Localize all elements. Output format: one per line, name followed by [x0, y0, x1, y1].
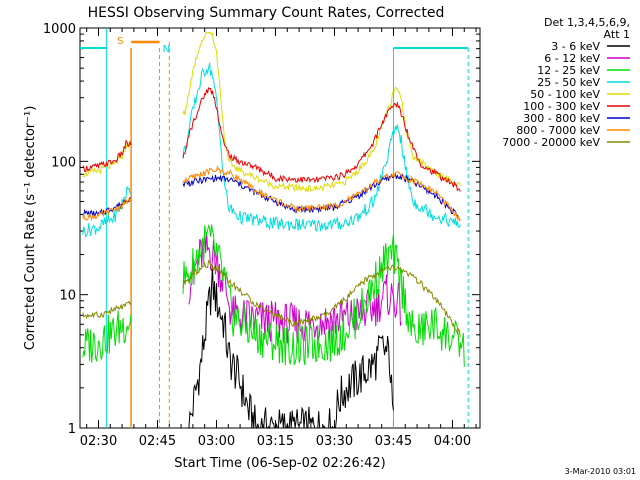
series-line: [82, 86, 461, 192]
legend-entry-label: 3 - 6 keV: [551, 40, 600, 53]
x-tick-label: 03:30: [316, 434, 353, 449]
series-layer: [82, 31, 465, 430]
series-line: [188, 232, 402, 344]
x-tick-label: 04:00: [434, 434, 471, 449]
legend-entry-label: 25 - 50 keV: [537, 76, 600, 89]
x-tick-label: 02:45: [139, 434, 176, 449]
footer-timestamp: 3-Mar-2010 03:01: [565, 467, 636, 476]
x-tick-label: 02:30: [80, 434, 117, 449]
y-tick-label: 1000: [43, 22, 76, 37]
legend-entry-label: 7000 - 20000 keV: [502, 136, 600, 149]
night-label: N: [163, 44, 170, 55]
series-line: [82, 164, 461, 223]
axis-ticks: 02:30 02:45 03:00 03:15 03:30 03:45 04:00 1 10 10…: [43, 22, 480, 449]
plot-frame: [79, 27, 481, 429]
series-line: [82, 62, 461, 238]
legend-entry-label: 6 - 12 keV: [544, 52, 600, 65]
legend-entry-label: 100 - 300 keV: [523, 100, 600, 113]
y-tick-label: 1: [68, 422, 76, 437]
series-line: [82, 224, 465, 367]
series-line: [82, 31, 461, 193]
legend-entry-label: 50 - 100 keV: [530, 88, 600, 101]
y-tick-label: 100: [51, 155, 76, 170]
legend-entry-label: 12 - 25 keV: [537, 64, 600, 77]
saa-label: S: [117, 36, 123, 47]
time-markers: SN: [80, 28, 469, 428]
x-tick-label: 03:00: [198, 434, 235, 449]
legend-header-2: Att 1: [604, 28, 630, 41]
y-axis-label: Corrected Count Rate (s⁻¹ detector⁻¹): [23, 106, 38, 351]
series-line: [188, 265, 394, 430]
chart-title: HESSI Observing Summary Count Rates, Cor…: [88, 5, 445, 21]
x-axis-label: Start Time (06-Sep-02 02:26:42): [174, 456, 385, 471]
legend-entry-label: 800 - 7000 keV: [516, 124, 600, 137]
legend-entry-label: 300 - 800 keV: [523, 112, 600, 125]
series-line: [82, 172, 461, 221]
y-tick-label: 10: [59, 289, 76, 304]
x-tick-label: 03:45: [375, 434, 412, 449]
x-tick-label: 03:15: [257, 434, 294, 449]
legend-header-1: Det 1,3,4,5,6,9,: [544, 16, 630, 29]
series-line: [82, 259, 461, 338]
